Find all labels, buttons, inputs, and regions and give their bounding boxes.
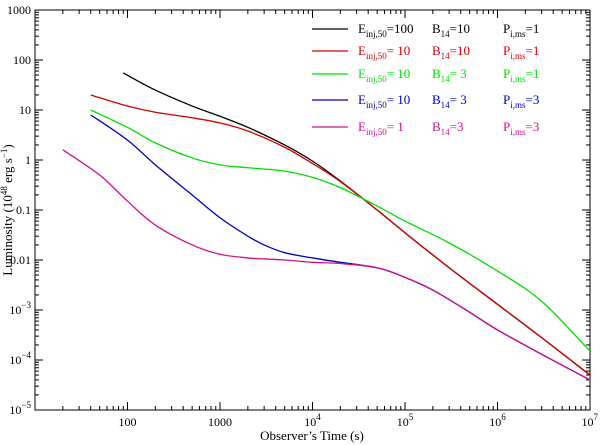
- y-tick-label: 100: [13, 53, 31, 67]
- y-tick-label: 10−3: [9, 300, 31, 317]
- legend-entry-2-part-3: Pi,ms=1: [503, 43, 539, 61]
- y-tick-label: 1: [25, 153, 31, 167]
- y-tick-label: 1000: [7, 3, 31, 17]
- series-lines: [62, 72, 591, 381]
- y-axis-label: Luminosity (1048 erg s−1): [0, 144, 15, 275]
- x-tick-label: 100: [119, 415, 137, 429]
- x-axis-label: Observer’s Time (s): [260, 428, 364, 443]
- legend-entry-5-part-1: Einj,50= 1: [358, 119, 404, 137]
- axis-ticks: 100 1000 104 105 106 107 1000 100 10 1 0.1 0.01 10−3…: [7, 3, 599, 429]
- series-line-3: [90, 109, 591, 352]
- legend-entry-5-part-2: B14=3: [432, 119, 464, 137]
- x-tick-label: 104: [304, 412, 321, 429]
- x-tick-label: 105: [397, 412, 414, 429]
- legend-entry-2-part-1: Einj,50= 10: [358, 43, 410, 61]
- x-tick-label: 107: [582, 412, 599, 429]
- legend-entry-4-part-2: B14= 3: [432, 92, 467, 110]
- legend-entry-3-part-2: B14= 3: [432, 66, 467, 84]
- legend: Einj,50=100 B14=10 Pi,ms=1 Einj,50= 10 B14=1…: [312, 21, 539, 137]
- y-tick-label: 0.1: [16, 203, 31, 217]
- legend-entry-3-part-3: Pi,ms=1: [503, 66, 539, 84]
- legend-entry-2-part-2: B14=10: [432, 43, 470, 61]
- y-tick-label: 10−4: [9, 350, 31, 367]
- legend-entry-5-part-3: Pi,ms=3: [503, 119, 539, 137]
- legend-entry-1-part-1: Einj,50=100: [358, 21, 414, 39]
- legend-entry-1-part-3: Pi,ms=1: [503, 21, 539, 39]
- x-tick-label: 1000: [208, 415, 232, 429]
- y-tick-label: 0.01: [10, 253, 31, 267]
- y-tick-label: 10: [19, 103, 31, 117]
- legend-entry-4-part-1: Einj,50= 10: [358, 92, 410, 110]
- series-line-5: [62, 149, 591, 381]
- legend-entry-3-part-1: Einj,50= 10: [358, 66, 410, 84]
- y-tick-label: 10−5: [9, 400, 31, 417]
- series-line-2: [90, 94, 591, 376]
- legend-entry-1-part-2: B14=10: [432, 21, 470, 39]
- legend-entry-4-part-3: Pi,ms=3: [503, 92, 539, 110]
- x-tick-label: 106: [489, 412, 506, 429]
